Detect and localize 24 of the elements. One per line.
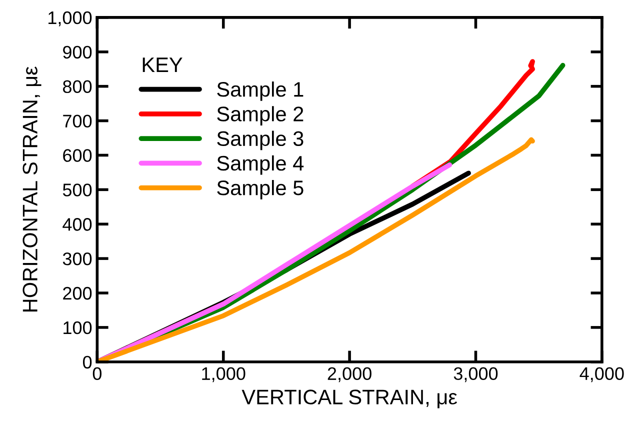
- x-tick-label: 1,000: [202, 367, 246, 382]
- x-tick-label: 3,000: [454, 367, 498, 382]
- y-tick-label: 800: [62, 80, 92, 94]
- x-tick-label: 2,000: [328, 367, 372, 382]
- legend-label: Sample 3: [217, 130, 304, 150]
- y-tick-label: 600: [63, 149, 92, 162]
- y-tick-label: 200: [63, 286, 92, 300]
- y-tick-label: 100: [64, 321, 92, 334]
- legend-label: Sample 5: [217, 180, 304, 200]
- x-tick-label: 4,000: [580, 367, 624, 382]
- y-tick-label: 400: [62, 218, 92, 231]
- y-tick-label: 0: [82, 356, 92, 369]
- legend-label: Sample 2: [217, 106, 304, 126]
- y-tick-label: 300: [62, 252, 92, 266]
- y-tick-label: 700: [63, 114, 92, 128]
- y-tick-label: 1,000: [48, 11, 92, 26]
- legend-title: KEY: [142, 58, 182, 72]
- x-tick-label: 0: [92, 367, 102, 380]
- y-axis-title: HORIZONTAL STRAIN, με: [22, 66, 42, 312]
- y-tick-label: 900: [63, 46, 92, 59]
- x-axis-title: VERTICAL STRAIN, με: [242, 390, 458, 408]
- legend-label: Sample 4: [217, 155, 304, 175]
- y-tick-label: 500: [62, 184, 92, 196]
- legend-label: Sample 1: [217, 81, 304, 101]
